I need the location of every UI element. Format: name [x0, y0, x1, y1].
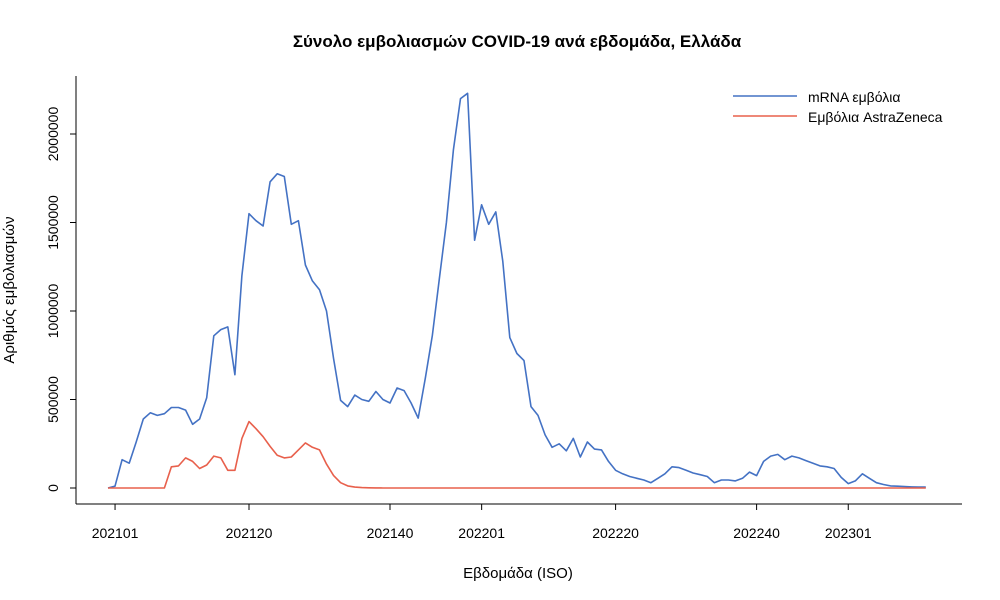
- legend-label-mrna: mRNA εμβόλια: [808, 89, 900, 105]
- y-tick-label: 1500000: [45, 195, 61, 250]
- y-tick-label: 0: [45, 484, 61, 492]
- legend: mRNA εμβόλια Εμβόλια AstraZeneca: [733, 89, 943, 125]
- series-line-astrazeneca: [108, 420, 926, 489]
- plot-area: [75, 76, 962, 505]
- x-tick-label: 202301: [825, 525, 872, 541]
- x-tick-label: 202101: [92, 525, 139, 541]
- y-tick-label: 1000000: [45, 284, 61, 339]
- y-axis-title: Αριθμός εμβολιασμών: [1, 216, 18, 363]
- y-tick-label: 500000: [45, 376, 61, 423]
- x-tick-label: 202201: [458, 525, 505, 541]
- x-axis: 202101 202120 202140 202201 202220 202240 2023…: [92, 504, 872, 541]
- x-tick-label: 202240: [733, 525, 780, 541]
- chart-title: Σύνολο εμβολιασμών COVID-19 ανά εβδομάδα…: [293, 32, 742, 51]
- series-layer: [107, 92, 926, 489]
- y-axis: 0 500000 1000000 1500000 2000000: [45, 107, 76, 492]
- y-tick-label: 2000000: [45, 107, 61, 162]
- x-axis-title: Εβδομάδα (ISO): [463, 565, 573, 582]
- x-tick-label: 202120: [226, 525, 273, 541]
- x-tick-label: 202140: [367, 525, 414, 541]
- series-line-mrna: [107, 92, 926, 489]
- legend-label-astrazeneca: Εμβόλια AstraZeneca: [808, 109, 943, 125]
- x-tick-label: 202220: [592, 525, 639, 541]
